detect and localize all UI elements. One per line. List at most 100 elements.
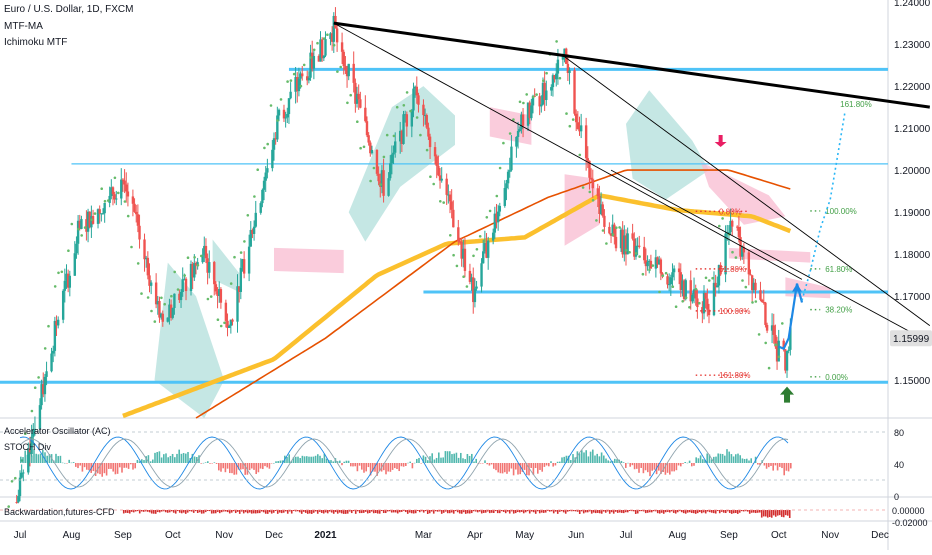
candle-body bbox=[42, 384, 45, 395]
indicator-ichimoku-label[interactable]: Ichimoku MTF bbox=[4, 37, 68, 48]
ac-bar bbox=[86, 463, 88, 470]
moving-averages bbox=[122, 169, 792, 419]
ac-bar bbox=[675, 463, 678, 471]
conversion-dot bbox=[53, 285, 57, 288]
cloud-segment bbox=[274, 247, 344, 274]
stoch-div-label[interactable]: STOCH Div bbox=[4, 442, 51, 452]
price-tick-label: 1.22000 bbox=[894, 82, 931, 93]
ac-bar bbox=[336, 461, 339, 463]
ac-bar bbox=[26, 454, 29, 463]
ac-bar bbox=[112, 463, 114, 472]
backwardation-label[interactable]: Backwardation,futures-CFD bbox=[4, 507, 115, 517]
backwardation-bar bbox=[538, 510, 541, 514]
ac-bar bbox=[763, 463, 766, 466]
candle-body bbox=[63, 280, 67, 291]
ac-bar bbox=[310, 456, 312, 463]
candle-body bbox=[491, 232, 495, 241]
candle-body bbox=[22, 472, 25, 474]
candle-body bbox=[440, 178, 443, 181]
backwardation-bar bbox=[170, 510, 173, 512]
ac-bar bbox=[768, 463, 770, 468]
indicator-mtf-ma-label[interactable]: MTF-MA bbox=[4, 21, 43, 32]
backwardation-bar bbox=[446, 510, 449, 514]
candle-body bbox=[482, 251, 485, 264]
candle-body bbox=[495, 213, 498, 223]
candle-body bbox=[301, 73, 304, 77]
backwardation-bar bbox=[250, 510, 253, 514]
candle-body bbox=[80, 219, 83, 229]
ac-bar bbox=[653, 463, 656, 470]
backwardation-bar bbox=[494, 510, 497, 512]
ac-bar bbox=[622, 462, 625, 463]
conversion-dot bbox=[243, 240, 246, 243]
backwardation-bar bbox=[736, 510, 739, 514]
conversion-dot bbox=[449, 234, 452, 237]
candle-body bbox=[415, 86, 418, 96]
backwardation-bar bbox=[280, 510, 283, 514]
ac-bar bbox=[453, 453, 455, 463]
backwardation-bar bbox=[584, 510, 587, 513]
backwardation-bar bbox=[330, 510, 333, 513]
candle-body bbox=[398, 130, 402, 142]
time-tick-label: Dec bbox=[871, 530, 889, 541]
ac-oscillator-label[interactable]: Accelerator Oscillator (AC) bbox=[4, 426, 111, 436]
horizontal-levels[interactable] bbox=[0, 67, 888, 384]
candle-body bbox=[578, 128, 581, 132]
candle-body bbox=[131, 196, 135, 204]
candle-body bbox=[538, 96, 541, 107]
candle-body bbox=[762, 301, 765, 303]
backwardation-bar bbox=[276, 510, 279, 514]
ac-bar bbox=[358, 463, 361, 466]
ac-bar bbox=[695, 457, 697, 463]
candle-body bbox=[701, 307, 704, 314]
candle-body bbox=[52, 350, 55, 354]
ac-bar bbox=[154, 452, 156, 463]
candle-body bbox=[299, 73, 302, 79]
candle-body bbox=[437, 165, 440, 176]
ac-bar bbox=[288, 454, 290, 463]
conversion-dot bbox=[37, 376, 40, 379]
backwardation-bar bbox=[476, 510, 479, 513]
trendlines[interactable] bbox=[333, 21, 931, 343]
backwardation-bar bbox=[126, 510, 129, 513]
backwardation-bar bbox=[470, 510, 473, 514]
backwardation-bar bbox=[764, 510, 767, 517]
conversion-dot bbox=[140, 292, 143, 295]
ac-bar bbox=[567, 455, 570, 463]
backwardation-bar bbox=[410, 510, 413, 514]
ac-bar bbox=[416, 458, 418, 463]
ac-bar bbox=[103, 463, 106, 474]
ac-bar bbox=[400, 463, 403, 467]
backwardation-bar bbox=[642, 510, 645, 512]
ac-bar bbox=[651, 463, 653, 471]
conversion-dot bbox=[757, 333, 761, 336]
candle-body bbox=[65, 273, 68, 281]
conversion-dot bbox=[535, 93, 538, 96]
candle-body bbox=[601, 204, 604, 216]
conversion-dot bbox=[153, 320, 157, 323]
ac-bar bbox=[515, 463, 517, 470]
candle-body bbox=[237, 286, 241, 292]
ac-bar bbox=[431, 453, 433, 463]
backwardation-bar bbox=[396, 510, 399, 514]
backwardation-bar bbox=[626, 510, 629, 513]
ac-bar bbox=[31, 455, 33, 463]
ac-bar bbox=[48, 454, 51, 463]
ac-bar bbox=[207, 461, 209, 463]
ac-bar bbox=[64, 462, 66, 464]
backwardation-bar bbox=[572, 510, 575, 512]
ac-bar bbox=[666, 463, 669, 473]
symbol-title[interactable]: Euro / U.S. Dollar, 1D, FXCM bbox=[4, 4, 134, 15]
ac-bar bbox=[710, 459, 713, 463]
candle-body bbox=[774, 334, 777, 347]
backwardation-bar bbox=[504, 510, 507, 514]
candle-body bbox=[156, 301, 159, 305]
conversion-dot bbox=[312, 48, 316, 52]
backwardation-bar bbox=[598, 510, 601, 514]
backwardation-bar bbox=[198, 510, 201, 513]
last-price-badge bbox=[890, 330, 932, 347]
ac-bar bbox=[616, 459, 618, 463]
backwardation-bar bbox=[324, 510, 327, 513]
ac-bar bbox=[81, 463, 84, 472]
